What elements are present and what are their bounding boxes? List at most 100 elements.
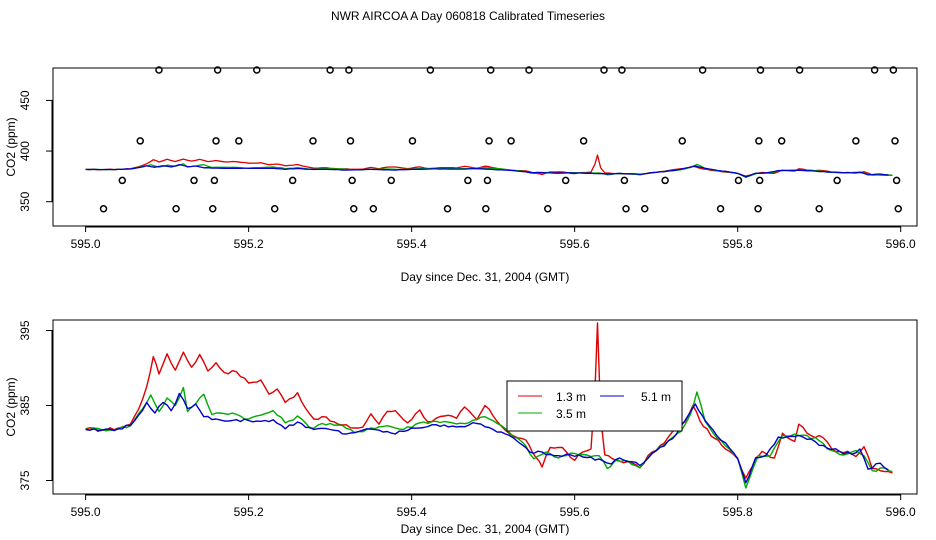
x-axis-top: 595.0 595.2 595.4 595.6 595.8 596.0 [71, 226, 916, 251]
sample-marker [309, 137, 317, 145]
legend: 1.3 m 5.1 m 3.5 m [506, 380, 683, 432]
sample-marker [443, 205, 452, 213]
bottom-x-tick-label: 595.0 [71, 505, 101, 519]
sample-marker [618, 66, 626, 74]
top-x-tick-label: 595.4 [397, 237, 427, 251]
top-series-line-5-1-m [85, 163, 889, 178]
sample-marker [579, 137, 588, 145]
sample-marker [795, 66, 804, 74]
chart-title: NWR AIRCOA A Day 060818 Calibrated Times… [330, 9, 606, 23]
sample-marker [716, 205, 725, 213]
sample-marker [891, 137, 899, 145]
legend-box [506, 380, 683, 432]
sample-marker [756, 66, 765, 74]
sample-marker [345, 66, 353, 74]
plot-frame-bottom [52, 319, 918, 495]
y-axis-label-top: CO2 (ppm) [4, 117, 18, 176]
plot-frame-top [52, 67, 918, 227]
sample-marker [326, 66, 334, 74]
x-axis-label-top: Day since Dec. 31, 2004 (GMT) [401, 270, 570, 284]
panel-top: 595.0 595.2 595.4 595.6 595.8 596.0 350 400 450… [4, 66, 918, 284]
bottom-y-tick-label: 385 [18, 395, 32, 415]
sample-marker [561, 176, 570, 185]
top-x-tick-label: 596.0 [886, 237, 916, 251]
sample-marker [270, 205, 279, 213]
sample-marker [755, 137, 763, 145]
sample-marker [620, 176, 629, 185]
sample-marker [622, 205, 630, 213]
sample-marker [482, 205, 490, 213]
sample-marker [485, 137, 493, 145]
sample-marker [833, 176, 841, 185]
sample-marker [99, 205, 108, 213]
sample-marker [464, 176, 472, 185]
sample-marker [212, 137, 220, 145]
sample-marker [190, 176, 198, 185]
sample-marker [235, 137, 243, 145]
sample-marker [486, 66, 495, 74]
sample-marker [348, 176, 356, 185]
sample-marker [734, 176, 743, 185]
sample-marker [894, 205, 903, 213]
series-line-5-1-m [85, 392, 889, 484]
sample-marker [892, 176, 901, 185]
sample-marker [507, 137, 515, 145]
bottom-x-tick-label: 595.8 [723, 505, 753, 519]
top-y-tick-label: 450 [18, 90, 32, 110]
sample-marker [852, 137, 860, 145]
sample-marker [155, 66, 163, 74]
sample-marker [210, 176, 219, 185]
sample-marker [754, 205, 762, 213]
sample-marker [755, 176, 764, 185]
legend-label-5-1m: 5.1 m [641, 390, 671, 404]
bottom-x-tick-label: 595.4 [397, 505, 427, 519]
sample-marker [815, 205, 823, 213]
sample-marker [426, 66, 435, 74]
sample-marker [408, 137, 417, 145]
top-y-tick-label: 350 [18, 191, 32, 211]
top-x-tick-label: 595.6 [560, 237, 590, 251]
sample-marker [870, 66, 879, 74]
top-series-line-3-5-m [85, 163, 893, 179]
y-axis-top: 350 400 450 [18, 90, 53, 212]
sample-marker [600, 66, 608, 74]
y-axis-bottom: 375 385 395 [18, 320, 53, 491]
legend-label-3-5m: 3.5 m [556, 407, 586, 421]
top-x-tick-label: 595.0 [71, 237, 101, 251]
sample-marker [288, 176, 297, 185]
sample-marker [889, 66, 898, 74]
sample-marker [641, 205, 649, 213]
sample-marker [209, 205, 217, 213]
top-y-tick-label: 400 [18, 141, 32, 161]
x-axis-bottom: 595.0 595.2 595.4 595.6 595.8 596.0 [71, 494, 916, 519]
bottom-y-tick-label: 375 [18, 470, 32, 490]
bottom-x-tick-label: 595.2 [234, 505, 264, 519]
sample-marker [369, 205, 378, 213]
bottom-y-tick-label: 395 [18, 320, 32, 340]
sample-marker [678, 137, 687, 145]
sample-marker [387, 176, 396, 185]
series-line-3-5-m [85, 386, 893, 489]
top-x-tick-label: 595.2 [234, 237, 264, 251]
sample-marker [350, 205, 358, 213]
sample-marker [346, 137, 355, 145]
sample-marker [525, 66, 533, 74]
sample-marker [136, 137, 144, 145]
panel-bottom: 595.0 595.2 595.4 595.6 595.8 596.0 375 385 395… [4, 319, 918, 536]
sample-marker [253, 66, 261, 74]
sample-marker [483, 176, 492, 185]
sample-marker [661, 176, 669, 185]
legend-label-1-3m: 1.3 m [556, 390, 586, 404]
top-x-tick-label: 595.8 [723, 237, 753, 251]
y-axis-label-bottom: CO2 (ppm) [4, 377, 18, 436]
sample-marker [172, 205, 180, 213]
sample-marker [118, 176, 127, 185]
series-lines-bottom [85, 322, 893, 489]
bottom-x-tick-label: 596.0 [886, 505, 916, 519]
sample-markers [99, 66, 903, 213]
series-lines-top [85, 154, 893, 179]
bottom-x-tick-label: 595.6 [560, 505, 590, 519]
sample-marker [777, 137, 786, 145]
sample-marker [698, 66, 707, 74]
